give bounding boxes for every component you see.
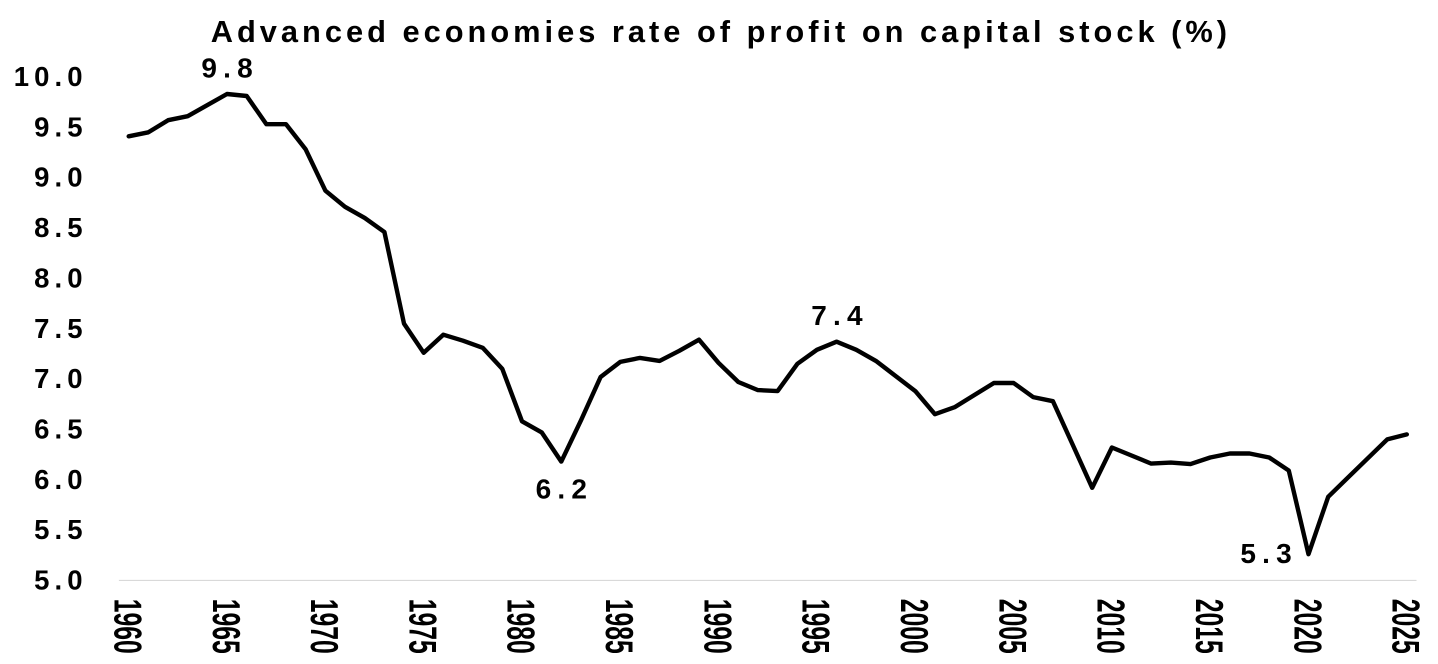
svg-text:6.2: 6.2	[536, 474, 594, 505]
svg-text:9.8: 9.8	[201, 52, 259, 83]
svg-text:1975: 1975	[401, 599, 444, 654]
svg-text:1960: 1960	[106, 599, 149, 654]
svg-text:5.3: 5.3	[1240, 538, 1298, 569]
svg-text:2000: 2000	[893, 599, 936, 654]
svg-text:1970: 1970	[303, 599, 346, 654]
svg-text:6.5: 6.5	[34, 413, 88, 444]
svg-text:5.5: 5.5	[34, 514, 88, 545]
svg-text:7.5: 7.5	[34, 313, 88, 344]
svg-text:9.0: 9.0	[34, 162, 88, 193]
svg-text:7.0: 7.0	[34, 363, 88, 394]
svg-text:2005: 2005	[991, 599, 1034, 654]
svg-text:Advanced economies rate of pro: Advanced economies rate of profit on cap…	[211, 14, 1231, 49]
svg-text:1980: 1980	[499, 599, 542, 654]
svg-text:9.5: 9.5	[34, 111, 88, 142]
svg-text:6.0: 6.0	[34, 464, 88, 495]
svg-text:1965: 1965	[204, 599, 247, 654]
svg-text:2010: 2010	[1089, 599, 1132, 654]
svg-text:7.4: 7.4	[811, 300, 869, 331]
svg-text:1995: 1995	[794, 599, 837, 654]
svg-text:2015: 2015	[1188, 599, 1231, 654]
svg-text:5.0: 5.0	[34, 565, 88, 596]
svg-text:2025: 2025	[1384, 599, 1427, 654]
svg-text:1985: 1985	[598, 599, 641, 654]
svg-text:2020: 2020	[1286, 599, 1329, 654]
svg-text:8.0: 8.0	[34, 262, 88, 293]
svg-text:8.5: 8.5	[34, 212, 88, 243]
svg-text:10.0: 10.0	[14, 61, 88, 92]
svg-text:1990: 1990	[696, 599, 739, 654]
